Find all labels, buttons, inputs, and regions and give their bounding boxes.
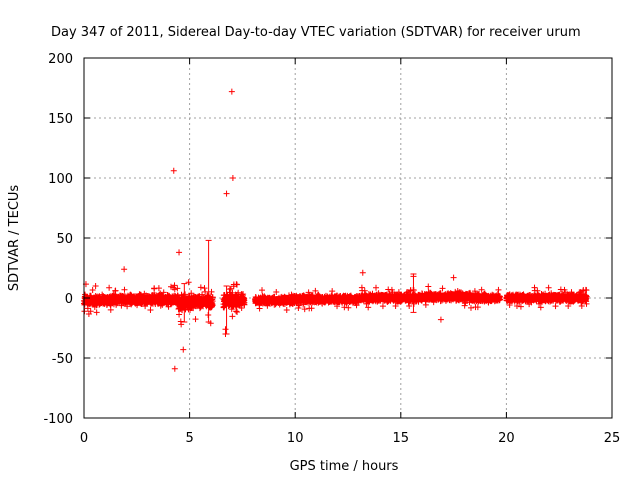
data-point [89, 287, 96, 294]
data-point [241, 301, 248, 308]
data-point [259, 287, 266, 294]
data-point [201, 285, 208, 292]
data-point [208, 288, 215, 295]
data-point [209, 302, 216, 309]
data-point [197, 284, 204, 291]
data-point [107, 306, 114, 313]
data-point [202, 288, 209, 295]
data-point [209, 294, 216, 301]
data-point [176, 311, 183, 318]
data-point [174, 285, 181, 292]
data-point [238, 304, 245, 311]
data-point [256, 305, 263, 312]
data-point [121, 286, 128, 293]
data-point [147, 306, 154, 313]
data-point [151, 285, 158, 292]
data-point [188, 290, 195, 297]
data-point [112, 287, 119, 294]
data-point [155, 285, 162, 292]
data-point [171, 286, 178, 293]
data-point [160, 289, 167, 296]
data-point [233, 281, 240, 288]
data-point [87, 308, 94, 315]
chart-title: Day 347 of 2011, Sidereal Day-to-day VTE… [51, 25, 581, 40]
data-point [192, 316, 199, 323]
y-tick-label: -100 [43, 412, 73, 427]
data-point [106, 284, 113, 291]
data-point [185, 279, 192, 286]
data-points [81, 88, 590, 372]
data-point [234, 309, 241, 316]
data-point [229, 313, 236, 320]
